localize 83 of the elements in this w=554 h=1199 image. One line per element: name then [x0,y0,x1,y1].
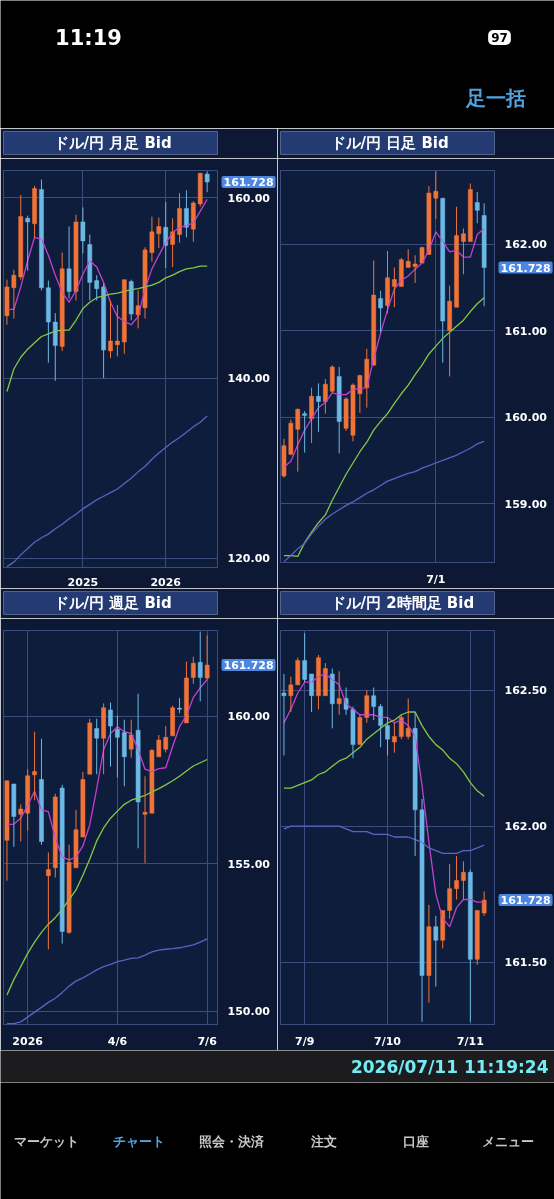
candlestick [336,366,342,454]
candlestick [204,635,210,680]
candlestick [281,673,287,756]
line-series [283,825,485,854]
x-tick-label: 2026 [150,575,182,589]
candlestick [115,715,120,778]
line-series [6,265,208,393]
chart-title: ドル/円 月足 Bid [53,134,172,152]
candlestick [32,731,37,801]
y-tick-label: 155.00 [227,857,271,871]
y-tick-label: 160.00 [504,411,548,425]
text: 2026/07/11 11:19:24 [350,1056,549,1077]
candlestick [474,191,480,224]
candlestick [177,697,182,714]
candlestick [18,803,24,843]
chart-title: ドル/円 日足 Bid [330,134,449,152]
y-tick-label: 162.00 [504,238,548,252]
candlestick [461,227,466,275]
y-tick-label: 120.00 [227,552,271,566]
candlestick [204,170,210,193]
text: 口座 [403,1134,429,1149]
y-tick-label: 160.00 [227,191,271,205]
candlestick [385,716,390,756]
chart-title: ドル/円 2時間足 Bid [330,594,475,612]
candlestick [128,279,134,321]
candlestick [316,382,321,433]
candlestick [461,860,466,901]
candlestick [170,705,175,737]
candlestick [378,290,383,333]
x-tick-label: 7/11 [456,1034,484,1048]
candlestick [108,299,113,359]
candlestick [371,687,377,721]
y-tick-label: 162.00 [504,820,548,834]
text: 97 [491,31,508,45]
y-tick-label: 140.00 [227,372,271,386]
line-series [283,440,485,563]
candlestick [302,410,307,454]
text: 161.728 [500,261,551,275]
line-series [283,297,485,558]
candlestick [128,719,134,759]
x-tick-label: 2025 [67,575,99,589]
candlestick [59,784,65,945]
candlestick [392,722,397,754]
candlestick [454,855,459,901]
text: メニュー [482,1134,535,1149]
chart-title: ドル/円 週足 Bid [53,594,172,612]
line-series [6,758,208,996]
x-tick-label: 7/1 [426,572,446,586]
line-series [6,938,208,1025]
candlestick [336,670,342,716]
text: 足一括 [464,85,526,110]
candlestick [329,364,335,394]
x-tick-label: 7/6 [197,1034,218,1048]
text: 照会・決済 [198,1134,265,1149]
line-series [6,198,208,326]
text: 161.728 [223,659,274,673]
candlestick [46,851,51,950]
y-tick-label: 159.00 [504,497,548,511]
y-tick-label: 160.00 [227,710,271,724]
x-tick-label: 4/6 [107,1034,128,1048]
text: 161.728 [500,894,551,908]
text: チャート [113,1134,165,1149]
candlestick [433,915,439,987]
y-tick-label: 150.00 [227,1005,271,1019]
y-tick-label: 162.50 [504,684,548,698]
candlestick [101,702,106,775]
text: マーケット [14,1134,80,1149]
text: 161.728 [223,175,274,189]
candlestick [108,702,113,768]
x-tick-label: 2026 [12,1034,44,1048]
candlestick [25,215,30,272]
text: 注文 [309,1134,337,1149]
text: 11:19 [55,25,122,50]
x-tick-label: 7/9 [295,1034,315,1048]
candlestick [59,252,65,352]
line-series [6,415,208,568]
y-tick-label: 161.00 [504,324,548,338]
y-tick-label: 161.50 [504,956,548,969]
line-series [283,673,485,928]
x-tick-label: 7/10 [374,1034,402,1048]
candlestick [94,718,100,775]
candlestick [115,304,120,357]
candlestick [87,718,93,775]
